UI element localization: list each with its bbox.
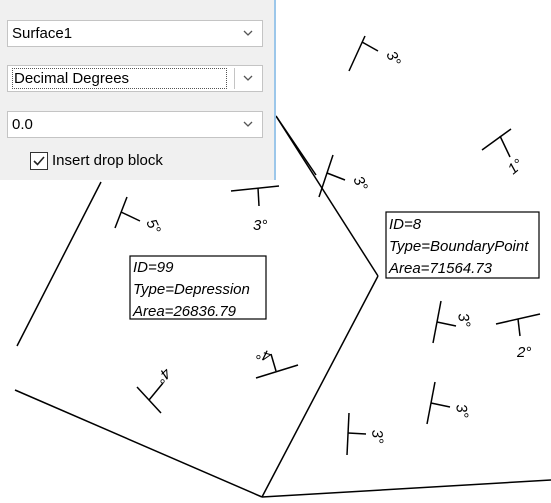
insert-drop-block-label: Insert drop block — [52, 152, 163, 169]
slope-indicator: 1° — [481, 128, 527, 178]
surface-select-value: Surface1 — [12, 25, 73, 42]
slope-indicator: 2° — [495, 313, 541, 361]
boundary-lines — [14, 115, 551, 498]
slope-angle-label: 3° — [452, 403, 471, 420]
angle-format-value: Decimal Degrees — [12, 68, 227, 89]
slope-indicator: 4° — [136, 364, 174, 414]
slope-angle-label: 3° — [368, 429, 386, 445]
area-label-boundary-point[interactable]: ID=8 Type=BoundaryPoint Area=71564.73 — [385, 211, 540, 279]
label-line-type: Type=Depression — [133, 281, 250, 298]
slope-angle-label: 2° — [516, 344, 531, 361]
area-label-depression[interactable]: ID=99 Type=Depression Area=26836.79 — [129, 255, 267, 320]
slope-indicator: 3° — [432, 300, 473, 344]
slope-angle-label: 3° — [349, 174, 370, 194]
chevron-down-icon — [243, 30, 253, 36]
checkmark-icon — [33, 156, 45, 166]
slope-angle-label: 3° — [454, 312, 473, 329]
surface-select[interactable]: Surface1 — [7, 20, 263, 47]
boundary-line — [261, 479, 551, 498]
boundary-line — [275, 115, 317, 176]
boundary-line — [261, 275, 379, 498]
slope-indicator: 4° — [255, 344, 299, 379]
chevron-down-icon[interactable] — [243, 74, 253, 82]
insert-drop-block-checkbox[interactable] — [30, 152, 48, 170]
boundary-line — [275, 115, 379, 277]
surface-options-panel: Surface1 Decimal Degrees 0.0 Insert drop… — [0, 0, 276, 180]
label-line-area: Area=26836.79 — [132, 303, 237, 320]
slope-angle-label: 4° — [255, 344, 273, 364]
slope-indicator: 3° — [318, 154, 371, 198]
slope-angle-label: 3° — [253, 217, 267, 234]
label-line-id: ID=8 — [389, 216, 422, 233]
boundary-line — [14, 389, 263, 498]
label-line-id: ID=99 — [133, 259, 174, 276]
combo-divider — [234, 68, 235, 89]
slope-angle-label: 4° — [152, 364, 174, 386]
label-line-type: Type=BoundaryPoint — [389, 238, 529, 255]
slope-angle-label: 5° — [142, 217, 163, 237]
rotation-select-value: 0.0 — [12, 116, 33, 133]
chevron-down-icon — [243, 121, 253, 127]
slope-indicator: 3° — [230, 185, 280, 234]
rotation-select[interactable]: 0.0 — [7, 111, 263, 138]
slope-indicator: 3° — [346, 412, 386, 456]
slope-angle-label: 3° — [382, 49, 403, 69]
slope-indicator: 3° — [348, 35, 404, 72]
slope-angle-label: 1° — [505, 156, 527, 178]
angle-format-select[interactable]: Decimal Degrees — [7, 65, 263, 92]
slope-indicator: 5° — [114, 196, 164, 237]
slope-indicator: 3° — [426, 381, 471, 425]
label-line-area: Area=71564.73 — [388, 260, 493, 277]
boundary-line — [16, 181, 102, 347]
